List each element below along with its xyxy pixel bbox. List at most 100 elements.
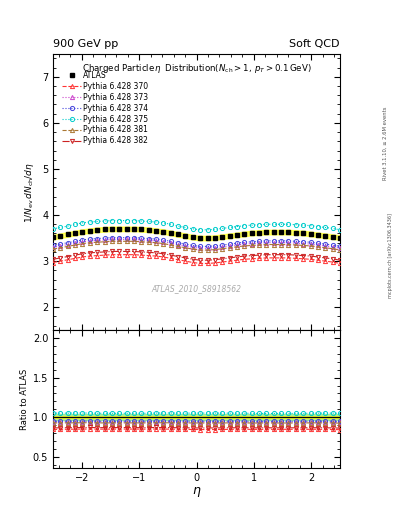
ATLAS xyxy=(220,233,225,240)
Pythia 6.428 374 xyxy=(58,241,63,247)
Pythia 6.428 374 xyxy=(73,238,77,244)
Line: Pythia 6.428 373: Pythia 6.428 373 xyxy=(51,238,342,250)
Pythia 6.428 373 xyxy=(132,237,136,243)
Pythia 6.428 370 xyxy=(213,260,217,266)
Pythia 6.428 370 xyxy=(308,256,313,262)
Pythia 6.428 381 xyxy=(88,240,92,246)
Pythia 6.428 370 xyxy=(117,251,121,258)
Pythia 6.428 370 xyxy=(161,254,166,260)
Pythia 6.428 375 xyxy=(235,224,239,230)
Pythia 6.428 375 xyxy=(213,226,217,232)
Y-axis label: Ratio to ATLAS: Ratio to ATLAS xyxy=(20,369,29,430)
Pythia 6.428 373 xyxy=(235,242,239,248)
Pythia 6.428 373 xyxy=(102,237,107,243)
ATLAS xyxy=(198,235,202,241)
Pythia 6.428 382 xyxy=(58,255,63,261)
Pythia 6.428 373 xyxy=(73,240,77,246)
Pythia 6.428 370 xyxy=(110,251,114,258)
Pythia 6.428 374 xyxy=(176,240,180,246)
Pythia 6.428 373 xyxy=(220,244,225,250)
ATLAS xyxy=(191,234,195,240)
Pythia 6.428 374 xyxy=(294,238,298,244)
Pythia 6.428 374 xyxy=(154,236,158,242)
Pythia 6.428 382 xyxy=(235,254,239,260)
Pythia 6.428 381 xyxy=(110,238,114,244)
Pythia 6.428 370 xyxy=(132,251,136,258)
Pythia 6.428 374 xyxy=(95,236,99,242)
Pythia 6.428 375 xyxy=(316,224,320,230)
Pythia 6.428 373 xyxy=(58,243,63,249)
Pythia 6.428 382 xyxy=(102,249,107,255)
ATLAS xyxy=(124,226,129,232)
Pythia 6.428 381 xyxy=(286,242,291,248)
Pythia 6.428 375 xyxy=(102,218,107,224)
Pythia 6.428 382 xyxy=(65,253,70,260)
Pythia 6.428 373 xyxy=(205,245,210,251)
Pythia 6.428 382 xyxy=(139,249,144,255)
ATLAS xyxy=(146,227,151,233)
Pythia 6.428 381 xyxy=(294,242,298,248)
Pythia 6.428 373 xyxy=(308,241,313,247)
Pythia 6.428 370 xyxy=(124,251,129,258)
Pythia 6.428 381 xyxy=(227,245,232,251)
Pythia 6.428 375 xyxy=(117,218,121,224)
Pythia 6.428 373 xyxy=(95,238,99,244)
ATLAS xyxy=(139,226,144,232)
ATLAS xyxy=(242,231,247,237)
Pythia 6.428 382 xyxy=(80,251,85,257)
Pythia 6.428 374 xyxy=(132,234,136,241)
Pythia 6.428 374 xyxy=(110,234,114,241)
ATLAS xyxy=(110,226,114,232)
Pythia 6.428 370 xyxy=(316,257,320,263)
Pythia 6.428 373 xyxy=(227,243,232,249)
Pythia 6.428 381 xyxy=(58,245,63,251)
Pythia 6.428 375 xyxy=(124,218,129,224)
Pythia 6.428 381 xyxy=(205,247,210,253)
Pythia 6.428 373 xyxy=(161,239,166,245)
ATLAS xyxy=(301,230,305,236)
ATLAS xyxy=(154,228,158,234)
Pythia 6.428 374 xyxy=(80,237,85,243)
Pythia 6.428 370 xyxy=(65,257,70,263)
Pythia 6.428 381 xyxy=(176,243,180,249)
Pythia 6.428 370 xyxy=(249,256,254,262)
Pythia 6.428 381 xyxy=(183,245,188,251)
Pythia 6.428 374 xyxy=(249,239,254,245)
Pythia 6.428 382 xyxy=(264,251,269,258)
Pythia 6.428 381 xyxy=(146,239,151,245)
Pythia 6.428 375 xyxy=(80,220,85,226)
Pythia 6.428 382 xyxy=(176,253,180,260)
Pythia 6.428 382 xyxy=(198,257,202,263)
ATLAS xyxy=(257,229,261,236)
Pythia 6.428 373 xyxy=(191,244,195,250)
Pythia 6.428 381 xyxy=(308,243,313,249)
Pythia 6.428 374 xyxy=(161,237,166,243)
Pythia 6.428 370 xyxy=(183,258,188,264)
Pythia 6.428 375 xyxy=(227,224,232,230)
Pythia 6.428 382 xyxy=(132,248,136,254)
Pythia 6.428 370 xyxy=(198,260,202,266)
Pythia 6.428 374 xyxy=(205,243,210,249)
Pythia 6.428 375 xyxy=(242,223,247,229)
Pythia 6.428 375 xyxy=(323,224,328,230)
Line: ATLAS: ATLAS xyxy=(51,226,342,241)
Pythia 6.428 375 xyxy=(95,219,99,225)
Pythia 6.428 370 xyxy=(205,260,210,266)
Pythia 6.428 374 xyxy=(124,234,129,241)
Pythia 6.428 374 xyxy=(264,238,269,244)
Pythia 6.428 381 xyxy=(191,246,195,252)
Pythia 6.428 373 xyxy=(257,240,261,246)
Pythia 6.428 373 xyxy=(272,240,276,246)
Pythia 6.428 370 xyxy=(176,257,180,263)
Pythia 6.428 375 xyxy=(198,227,202,233)
Text: Soft QCD: Soft QCD xyxy=(290,38,340,49)
Text: ATLAS_2010_S8918562: ATLAS_2010_S8918562 xyxy=(151,284,242,293)
Pythia 6.428 375 xyxy=(191,226,195,232)
Pythia 6.428 375 xyxy=(110,218,114,224)
Pythia 6.428 370 xyxy=(323,258,328,264)
Pythia 6.428 382 xyxy=(146,249,151,255)
Pythia 6.428 382 xyxy=(117,248,121,254)
X-axis label: $\eta$: $\eta$ xyxy=(192,485,201,499)
Pythia 6.428 381 xyxy=(139,239,144,245)
Pythia 6.428 373 xyxy=(242,241,247,247)
